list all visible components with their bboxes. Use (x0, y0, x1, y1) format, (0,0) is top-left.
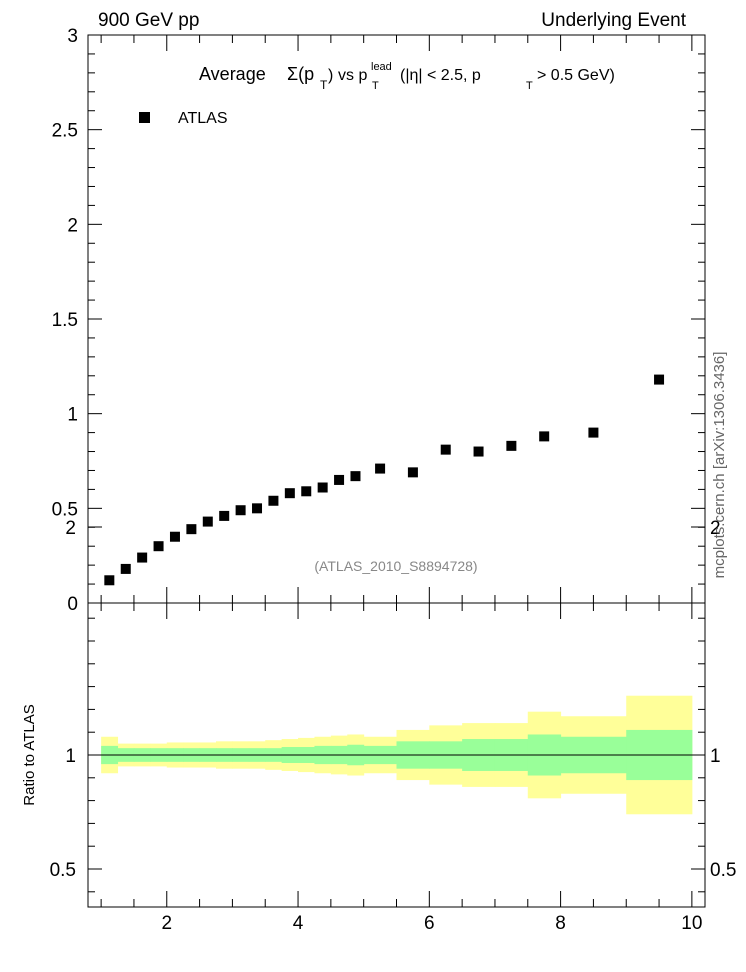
data-point (219, 510, 230, 521)
title-cut2: > 0.5 GeV) (537, 67, 615, 84)
header-left: 900 GeV pp (98, 10, 199, 31)
data-point (169, 531, 180, 542)
title-sub-t3: T (526, 80, 533, 92)
y-tick-label: 2.5 (52, 121, 78, 142)
data-point (654, 374, 665, 385)
data-point (473, 446, 484, 457)
ratio-y-tick-label-right: 1 (710, 746, 721, 767)
ratio-y-tick-label-right: 2 (710, 518, 721, 539)
ratio-y-tick-label: 1 (65, 746, 76, 767)
title-close: ) (328, 67, 333, 84)
data-point (588, 427, 599, 438)
main-y-axis: 0 0.5 1 1.5 2 2.5 3 (52, 26, 705, 615)
ratio-y-tick-label: 2 (65, 518, 76, 539)
title-sigma: Σ(p (287, 64, 314, 84)
data-point (301, 486, 312, 497)
ratio-x-axis: 2 4 6 8 10 (100, 603, 702, 934)
ratio-y-tick-label: 0.5 (50, 860, 76, 881)
data-point (334, 474, 345, 485)
data-point (202, 516, 213, 527)
analysis-watermark: (ATLAS_2010_S8894728) (314, 558, 477, 574)
y-tick-label: 0 (67, 594, 78, 615)
data-point (104, 575, 115, 586)
data-point (375, 463, 386, 474)
y-tick-label: 1 (67, 405, 78, 426)
data-point (539, 431, 550, 442)
ratio-y-tick-label-right: 0.5 (710, 860, 736, 881)
y-tick-label: 3 (67, 26, 78, 47)
ratio-y-label: Ratio to ATLAS (21, 704, 38, 805)
main-panel: 0 0.5 1 1.5 2 2.5 3 Average Σ(p T ) vs p lead … (52, 26, 706, 615)
data-point (506, 440, 517, 451)
data-point (153, 541, 164, 552)
legend-marker (139, 112, 150, 123)
title-cut1: (|η| < 2.5, p (400, 67, 481, 84)
title-prefix: Average (199, 64, 266, 84)
side-credit-label: mcplots.cern.ch [arXiv:1306.3436] (711, 352, 728, 579)
data-point (120, 563, 131, 574)
title-sub-t1: T (320, 78, 328, 92)
data-point (252, 503, 263, 514)
data-point (317, 482, 328, 493)
header-right: Underlying Event (541, 10, 686, 31)
main-title: Average Σ(p T ) vs p lead T (|η| < 2.5, … (199, 61, 615, 92)
legend-label: ATLAS (178, 110, 228, 127)
main-marks (104, 374, 665, 586)
y-tick-label: 1.5 (52, 310, 78, 331)
title-sup-lead: lead (371, 61, 392, 73)
y-tick-label: 2 (67, 215, 78, 236)
title-sub-t2: T (372, 80, 379, 92)
x-tick-label: 6 (424, 913, 435, 934)
ratio-panel: 0.5 0.5 1 1 2 2 2 4 6 8 10 Ratio to ATLAS (21, 518, 736, 934)
data-point (284, 488, 295, 499)
data-point (268, 495, 279, 506)
svg-text:Average Σ(p: Average Σ(p (199, 64, 314, 84)
data-point (350, 471, 361, 482)
ratio-y-axis: 0.5 0.5 1 1 2 2 (50, 518, 736, 893)
y-tick-label: 0.5 (52, 499, 78, 520)
data-point (407, 467, 418, 478)
data-point (137, 552, 148, 563)
data-point (186, 524, 197, 535)
x-tick-label: 10 (681, 913, 702, 934)
x-tick-label: 4 (293, 913, 304, 934)
title-vs: vs p (338, 67, 367, 84)
data-point (440, 444, 451, 455)
legend: ATLAS (139, 110, 228, 127)
x-tick-label: 2 (161, 913, 172, 934)
data-point (235, 505, 246, 516)
main-x-axis (100, 35, 693, 603)
x-tick-label: 8 (555, 913, 566, 934)
